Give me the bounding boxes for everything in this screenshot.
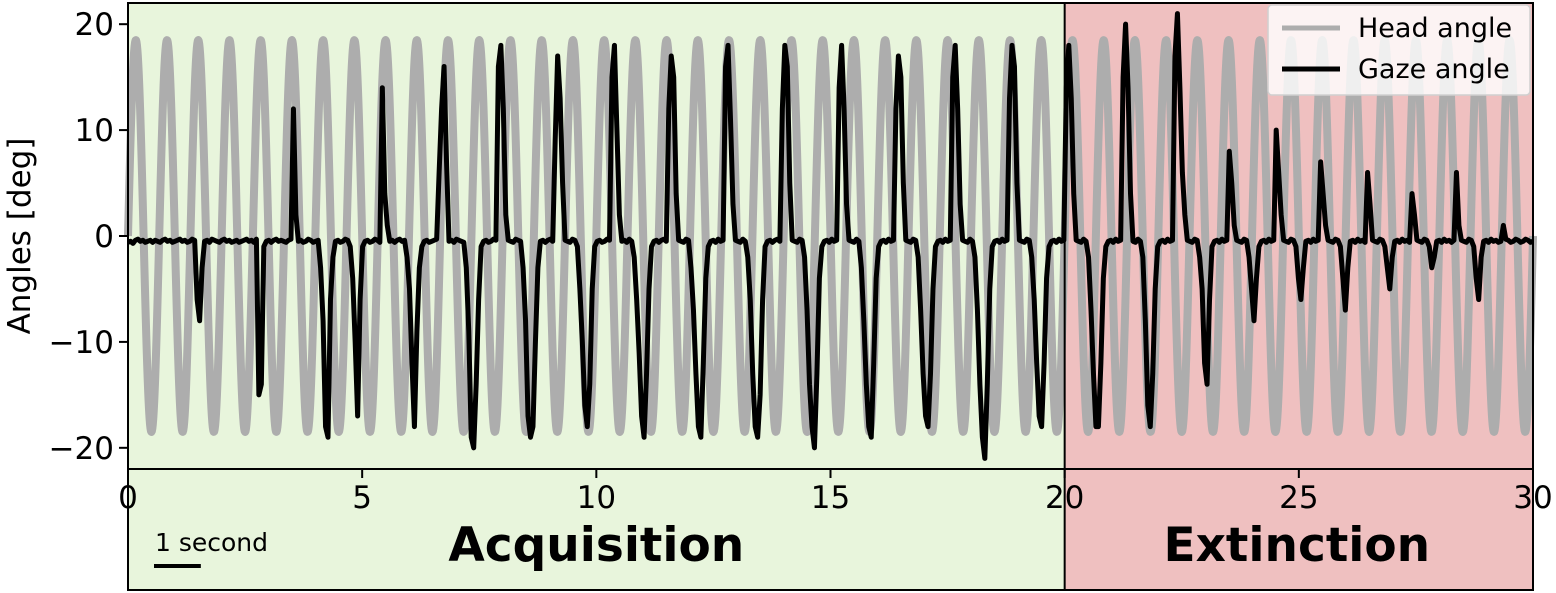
- x-tick-label: 10: [577, 480, 616, 516]
- x-axis-ticks: 0 5 10 15 20 25 30: [118, 469, 1553, 516]
- y-tick-label: −20: [49, 431, 114, 467]
- y-tick-label: 0: [94, 219, 114, 255]
- y-tick-label: 20: [75, 7, 114, 43]
- y-tick-label: −10: [49, 325, 114, 361]
- extinction-label: Extinction: [1164, 518, 1431, 573]
- scale-bar-label: 1 second: [155, 528, 268, 557]
- head-angle-line: [124, 36, 1537, 436]
- legend-gaze-angle-label: Gaze angle: [1358, 54, 1510, 85]
- x-tick-label: 5: [352, 480, 372, 516]
- x-tick-label: 20: [1045, 480, 1084, 516]
- acquisition-label: Acquisition: [448, 518, 744, 573]
- legend: Head angle Gaze angle: [1267, 4, 1531, 96]
- y-tick-label: 10: [75, 113, 114, 149]
- y-axis-label: Angles [deg]: [2, 138, 38, 335]
- legend-head-angle-label: Head angle: [1358, 13, 1512, 44]
- x-tick-label: 30: [1513, 480, 1552, 516]
- y-axis-ticks: 20 10 0 −10 −20: [49, 7, 128, 467]
- gaze-angle-line: [127, 11, 1534, 461]
- x-tick-label: 25: [1279, 480, 1318, 516]
- x-tick-label: 15: [811, 480, 850, 516]
- x-tick-label: 0: [118, 480, 138, 516]
